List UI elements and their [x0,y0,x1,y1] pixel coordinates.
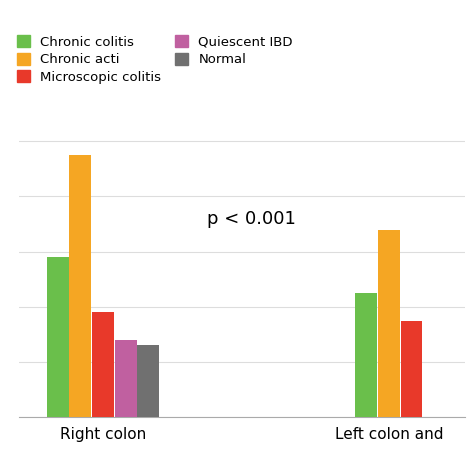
Bar [355,293,377,417]
Bar [137,346,159,417]
Bar [401,320,422,417]
Bar [47,257,69,417]
Bar [69,155,91,417]
Bar [378,229,400,417]
Bar [92,312,114,417]
Legend: Chronic colitis, Chronic acti, Microscopic colitis, Quiescent IBD, Normal: Chronic colitis, Chronic acti, Microscop… [17,36,293,83]
Bar [115,340,137,417]
Text: p < 0.001: p < 0.001 [207,210,296,228]
